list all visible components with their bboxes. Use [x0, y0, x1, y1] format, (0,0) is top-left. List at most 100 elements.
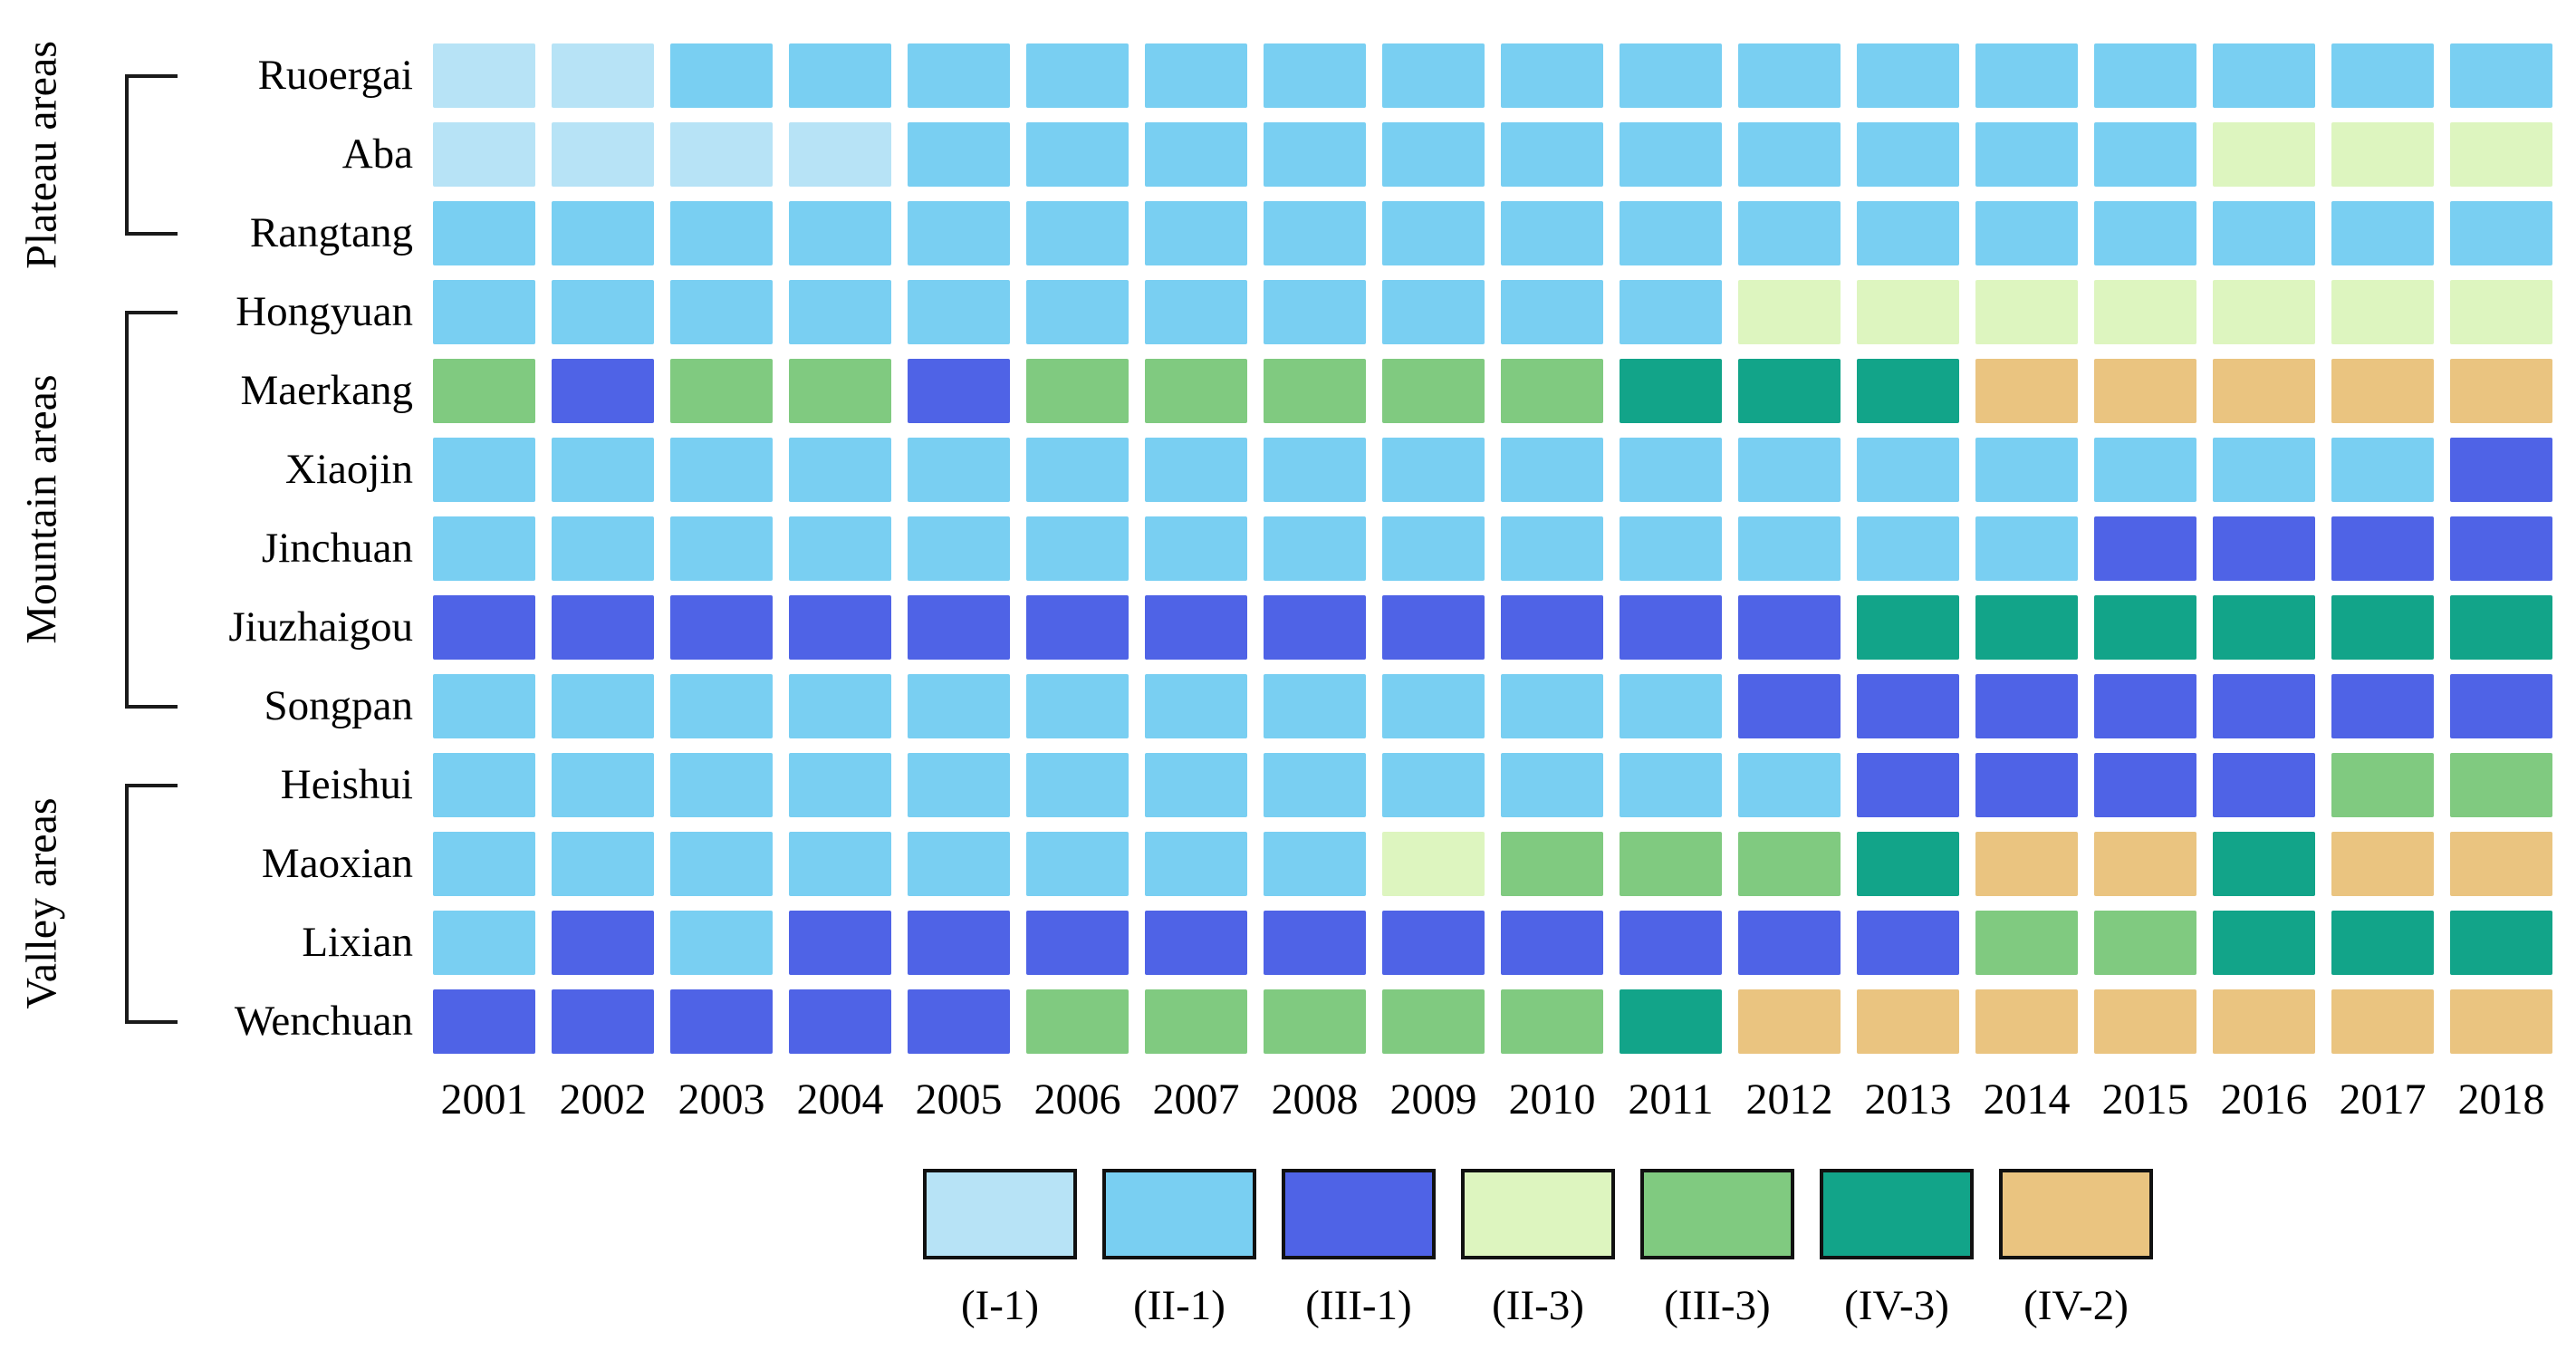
cell-jinchuan-2002 — [552, 516, 654, 581]
cell-heishui-2003 — [670, 753, 773, 817]
cell-heishui-2007 — [1145, 753, 1247, 817]
cell-maoxian-2015 — [2094, 832, 2196, 896]
legend: (I-1) (II-1) (III-1) (II-3) (III-3) (IV-3) (IV… — [910, 1169, 2166, 1330]
cell-rangtang-2006 — [1026, 201, 1129, 265]
cell-jinchuan-2009 — [1382, 516, 1485, 581]
cell-rangtang-2010 — [1501, 201, 1603, 265]
cell-aba-2014 — [1975, 122, 2078, 187]
year-label-2005: 2005 — [915, 1075, 1003, 1124]
cell-jiuzhaigou-2007 — [1145, 595, 1247, 660]
cell-heishui-2013 — [1857, 753, 1959, 817]
cell-xiaojin-2011 — [1620, 438, 1722, 502]
cell-jinchuan-2011 — [1620, 516, 1722, 581]
cell-hongyuan-2010 — [1501, 280, 1603, 344]
cell-ruoergai-2004 — [789, 43, 891, 108]
cell-rangtang-2002 — [552, 201, 654, 265]
cell-hongyuan-2012 — [1738, 280, 1841, 344]
cell-hongyuan-2001 — [433, 280, 535, 344]
cell-rangtang-2014 — [1975, 201, 2078, 265]
cell-hongyuan-2006 — [1026, 280, 1129, 344]
legend-label-iv-2: (IV-2) — [2023, 1282, 2129, 1329]
cell-ruoergai-2012 — [1738, 43, 1841, 108]
cell-songpan-2001 — [433, 674, 535, 738]
cell-maoxian-2016 — [2213, 832, 2315, 896]
year-label-2007: 2007 — [1152, 1075, 1240, 1124]
cell-xiaojin-2012 — [1738, 438, 1841, 502]
cell-maoxian-2001 — [433, 832, 535, 896]
cell-maerkang-2014 — [1975, 359, 2078, 423]
cell-maoxian-2003 — [670, 832, 773, 896]
year-label-2012: 2012 — [1745, 1075, 1833, 1124]
legend-swatch-i-1 — [923, 1169, 1077, 1259]
year-label-2008: 2008 — [1271, 1075, 1359, 1124]
row-label-maoxian: Maoxian — [261, 840, 413, 887]
legend-item-ii-3: (II-3) — [1448, 1169, 1628, 1330]
legend-swatch-iii-3 — [1640, 1169, 1794, 1259]
group-bracket-2 — [125, 783, 178, 1024]
year-label-2004: 2004 — [796, 1075, 884, 1124]
cell-jiuzhaigou-2004 — [789, 595, 891, 660]
heatmap-grid — [433, 43, 2552, 1054]
cell-jiuzhaigou-2002 — [552, 595, 654, 660]
cell-xiaojin-2014 — [1975, 438, 2078, 502]
cell-aba-2008 — [1264, 122, 1366, 187]
year-label-2009: 2009 — [1389, 1075, 1477, 1124]
cell-ruoergai-2001 — [433, 43, 535, 108]
cell-hongyuan-2018 — [2450, 280, 2552, 344]
cell-songpan-2011 — [1620, 674, 1722, 738]
cell-maoxian-2013 — [1857, 832, 1959, 896]
cell-ruoergai-2009 — [1382, 43, 1485, 108]
cell-maerkang-2001 — [433, 359, 535, 423]
row-label-maerkang: Maerkang — [240, 367, 413, 414]
legend-label-iv-3: (IV-3) — [1844, 1282, 1949, 1329]
cell-hongyuan-2004 — [789, 280, 891, 344]
cell-ruoergai-2014 — [1975, 43, 2078, 108]
cell-maerkang-2010 — [1501, 359, 1603, 423]
legend-label-i-1: (I-1) — [960, 1282, 1040, 1329]
cell-jiuzhaigou-2014 — [1975, 595, 2078, 660]
cell-heishui-2008 — [1264, 753, 1366, 817]
cell-lixian-2008 — [1264, 911, 1366, 975]
cell-maerkang-2004 — [789, 359, 891, 423]
cell-wenchuan-2011 — [1620, 989, 1722, 1054]
cell-aba-2009 — [1382, 122, 1485, 187]
cell-xiaojin-2009 — [1382, 438, 1485, 502]
cell-songpan-2008 — [1264, 674, 1366, 738]
cell-wenchuan-2018 — [2450, 989, 2552, 1054]
row-label-jinchuan: Jinchuan — [261, 525, 413, 572]
cell-rangtang-2001 — [433, 201, 535, 265]
year-label-2018: 2018 — [2457, 1075, 2545, 1124]
group-bracket-1 — [125, 310, 178, 709]
cell-wenchuan-2005 — [908, 989, 1010, 1054]
cell-xiaojin-2006 — [1026, 438, 1129, 502]
cell-songpan-2013 — [1857, 674, 1959, 738]
legend-item-iii-1: (III-1) — [1269, 1169, 1448, 1330]
cell-maerkang-2016 — [2213, 359, 2315, 423]
cell-jinchuan-2006 — [1026, 516, 1129, 581]
cell-jinchuan-2005 — [908, 516, 1010, 581]
cell-wenchuan-2003 — [670, 989, 773, 1054]
row-label-lixian: Lixian — [302, 919, 413, 966]
cell-hongyuan-2002 — [552, 280, 654, 344]
cell-maoxian-2017 — [2331, 832, 2434, 896]
cell-jiuzhaigou-2001 — [433, 595, 535, 660]
cell-lixian-2014 — [1975, 911, 2078, 975]
cell-jiuzhaigou-2003 — [670, 595, 773, 660]
cell-aba-2010 — [1501, 122, 1603, 187]
cell-maerkang-2008 — [1264, 359, 1366, 423]
cell-rangtang-2016 — [2213, 201, 2315, 265]
cell-hongyuan-2014 — [1975, 280, 2078, 344]
cell-jinchuan-2012 — [1738, 516, 1841, 581]
legend-swatch-iv-3 — [1820, 1169, 1974, 1259]
cell-maoxian-2006 — [1026, 832, 1129, 896]
cell-lixian-2016 — [2213, 911, 2315, 975]
row-label-xiaojin: Xiaojin — [285, 446, 413, 493]
cell-rangtang-2013 — [1857, 201, 1959, 265]
cell-aba-2012 — [1738, 122, 1841, 187]
cell-ruoergai-2003 — [670, 43, 773, 108]
cell-lixian-2007 — [1145, 911, 1247, 975]
cell-rangtang-2007 — [1145, 201, 1247, 265]
cell-jinchuan-2007 — [1145, 516, 1247, 581]
cell-rangtang-2012 — [1738, 201, 1841, 265]
cell-aba-2003 — [670, 122, 773, 187]
